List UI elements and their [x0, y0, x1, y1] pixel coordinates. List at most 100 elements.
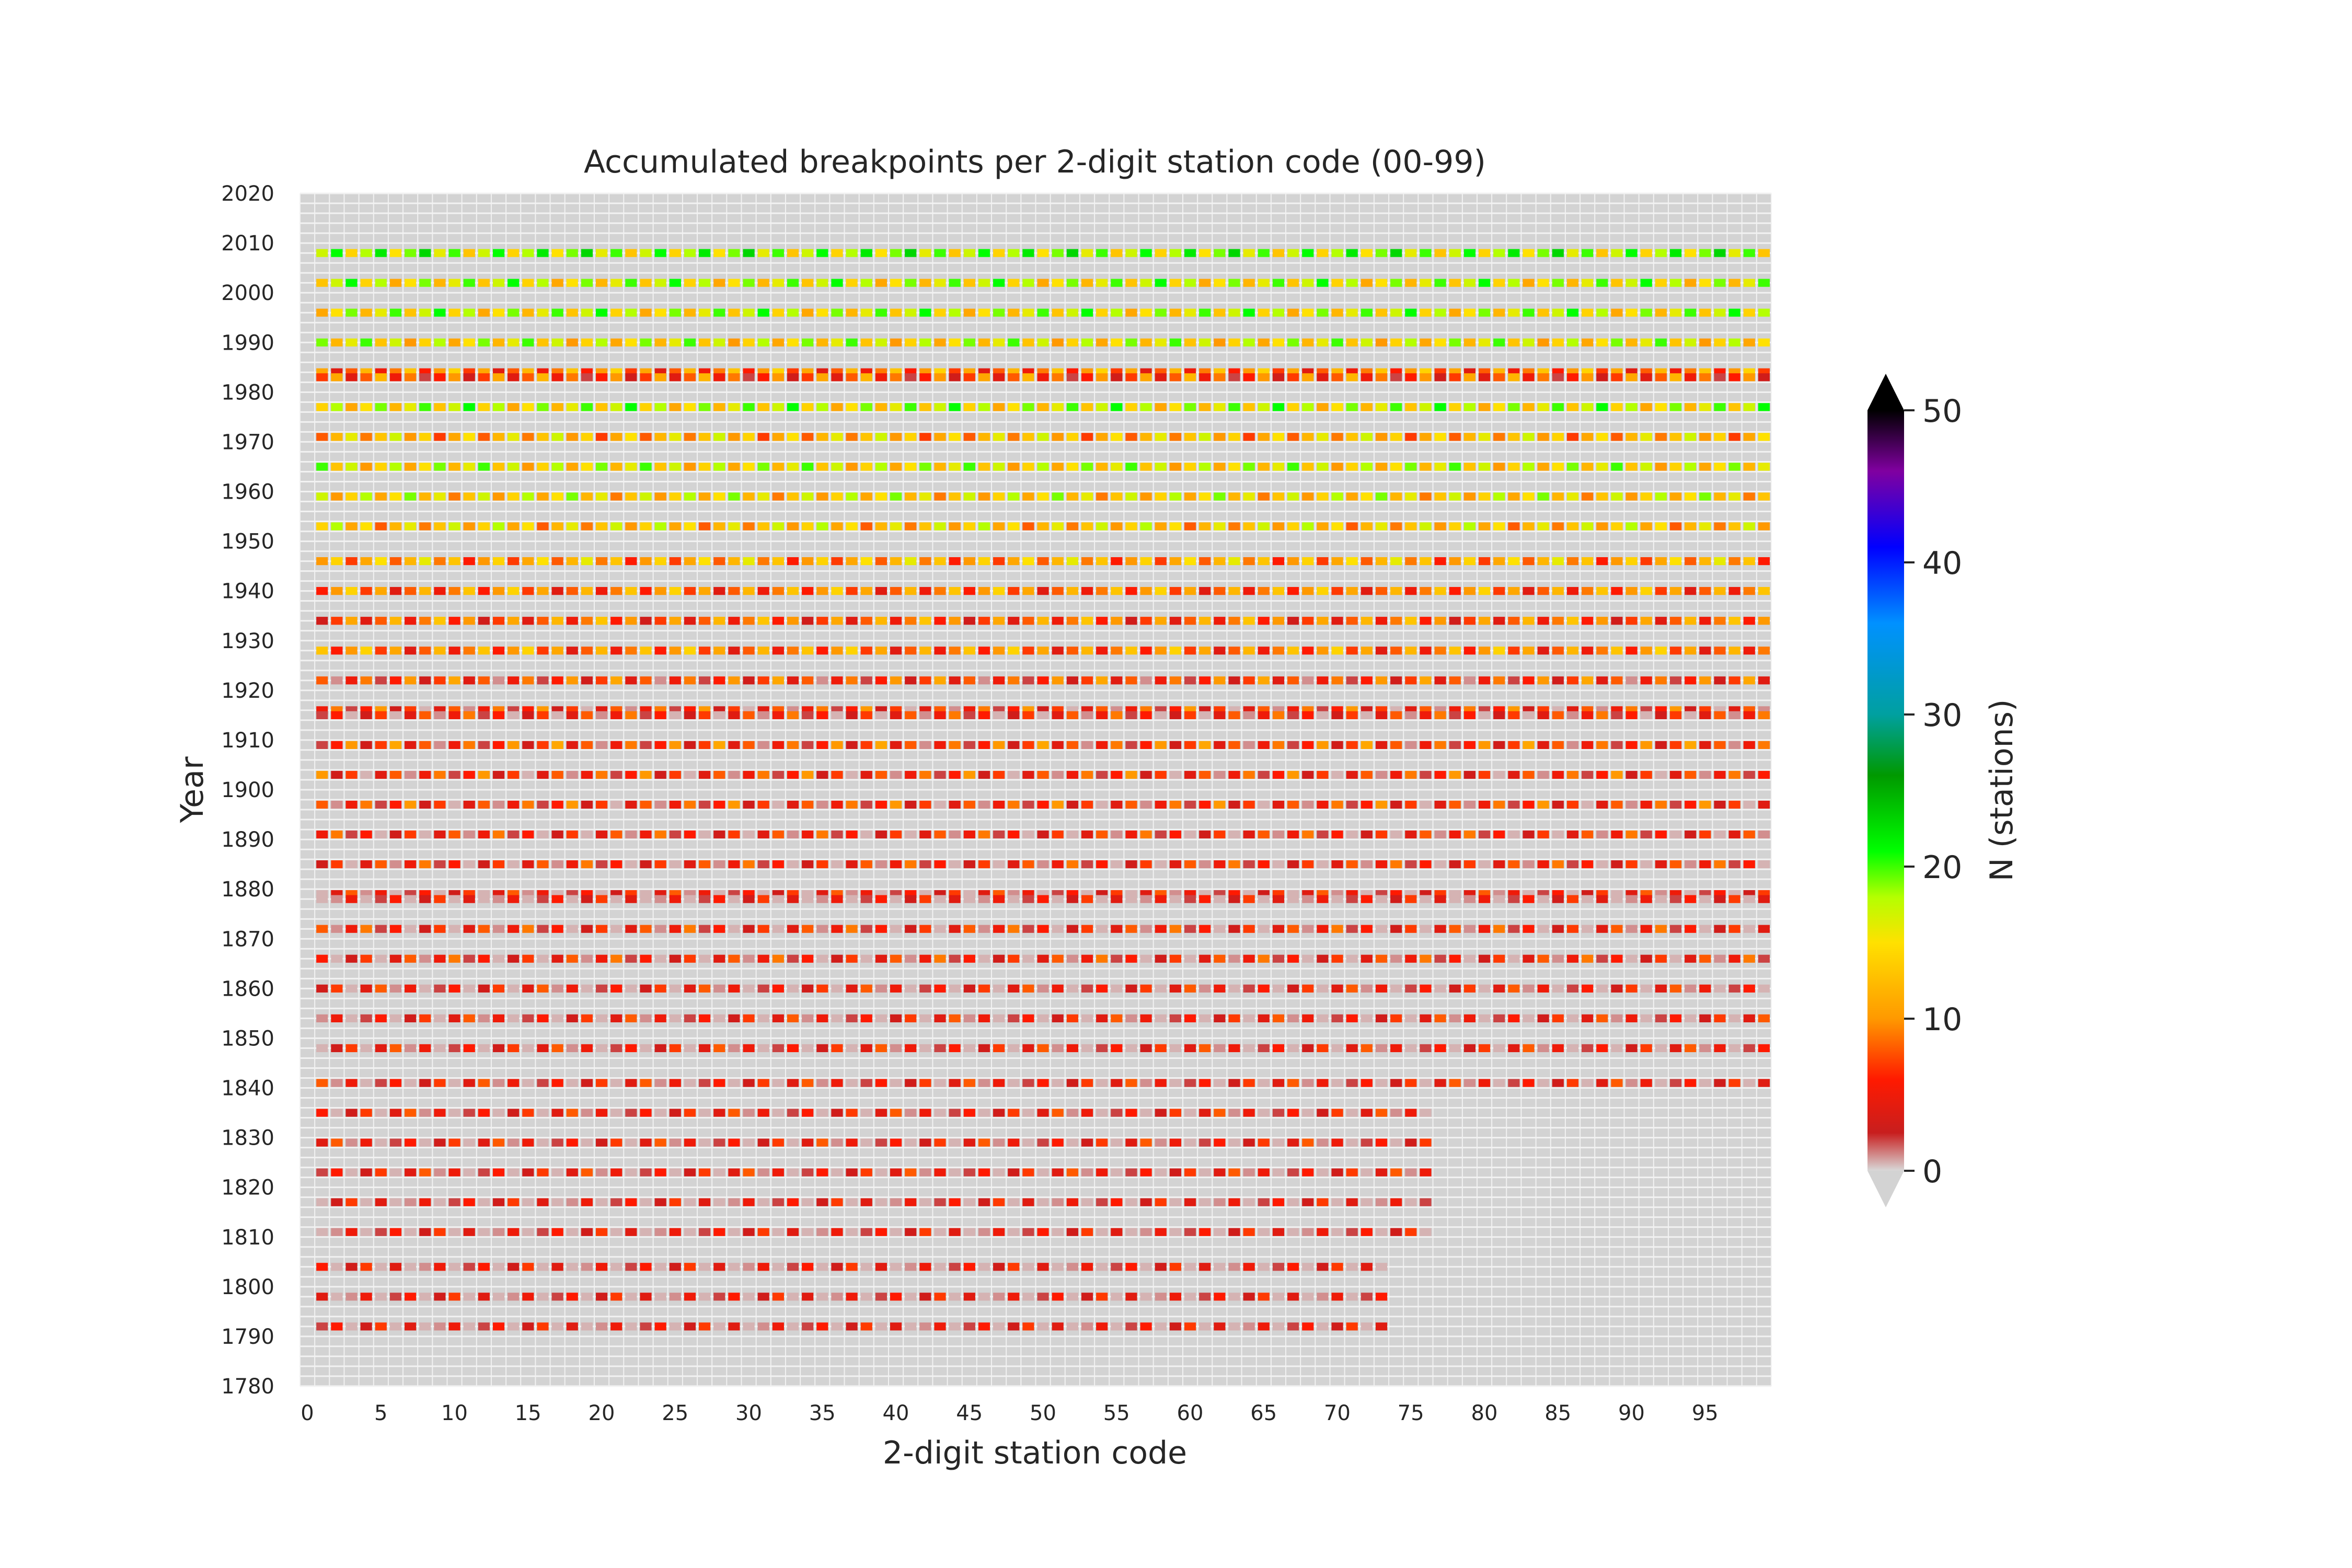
heatmap-cell	[1685, 984, 1697, 993]
heatmap-cell	[419, 1322, 431, 1331]
heatmap-cell	[1728, 1044, 1740, 1053]
heatmap-cell	[331, 770, 343, 779]
heatmap-cell	[1655, 279, 1667, 287]
heatmap-cell	[1390, 711, 1402, 719]
heatmap-cell	[802, 1198, 814, 1206]
heatmap-cell	[463, 925, 475, 933]
heatmap-cell	[1420, 1168, 1432, 1177]
heatmap-cell	[772, 954, 784, 963]
heatmap-cell	[331, 830, 343, 839]
heatmap-cell	[993, 1228, 1005, 1236]
heatmap-cell	[1566, 338, 1579, 347]
heatmap-cell	[1037, 1263, 1049, 1271]
heatmap-cell	[360, 954, 372, 963]
heatmap-cell	[1611, 954, 1623, 963]
heatmap-cell	[1743, 403, 1755, 411]
heatmap-cell	[713, 1138, 725, 1147]
heatmap-cell	[860, 741, 872, 750]
heatmap-cell	[1685, 954, 1697, 963]
heatmap-cell	[1743, 895, 1755, 903]
heatmap-cell	[1552, 860, 1564, 869]
heatmap-cell	[1420, 557, 1432, 566]
heatmap-cell	[610, 1228, 622, 1236]
heatmap-cell	[405, 1263, 417, 1271]
heatmap-cell	[934, 1079, 946, 1087]
heatmap-cell	[1596, 338, 1608, 347]
heatmap-cell	[1611, 373, 1623, 382]
heatmap-cell	[1037, 463, 1049, 471]
heatmap-cell	[1081, 1293, 1093, 1301]
heatmap-cell	[492, 492, 505, 501]
heatmap-cell	[1508, 647, 1520, 655]
heatmap-cell	[1155, 860, 1167, 869]
heatmap-cell	[669, 711, 681, 719]
heatmap-cell	[316, 557, 328, 566]
heatmap-cell	[1346, 741, 1358, 750]
heatmap-cell	[522, 373, 534, 382]
heatmap-cell	[772, 1138, 784, 1147]
heatmap-cell	[508, 1322, 520, 1331]
heatmap-cell	[596, 925, 608, 933]
heatmap-cell	[405, 403, 417, 411]
heatmap-cell	[375, 676, 387, 685]
heatmap-cell	[1258, 711, 1270, 719]
heatmap-cell	[640, 1168, 652, 1177]
heatmap-cell	[551, 463, 563, 471]
heatmap-cell	[669, 249, 681, 257]
heatmap-cell	[1258, 925, 1270, 933]
heatmap-cell	[802, 279, 814, 287]
heatmap-cell	[1508, 433, 1520, 441]
heatmap-cell	[1375, 249, 1388, 257]
heatmap-cell	[949, 770, 961, 779]
heatmap-cell	[1523, 338, 1535, 347]
heatmap-cell	[1361, 1263, 1373, 1271]
heatmap-cell	[919, 279, 931, 287]
heatmap-cell	[1125, 1198, 1137, 1206]
heatmap-cell	[316, 463, 328, 471]
heatmap-cell	[772, 647, 784, 655]
heatmap-cell	[1375, 463, 1388, 471]
heatmap-cell	[1111, 1322, 1123, 1331]
heatmap-cell	[1184, 492, 1196, 501]
heatmap-cell	[1508, 800, 1520, 809]
heatmap-cell	[684, 1293, 696, 1301]
heatmap-cell	[1243, 1079, 1255, 1087]
heatmap-cell	[1361, 1109, 1373, 1117]
heatmap-cell	[1096, 1293, 1108, 1301]
heatmap-cell	[963, 984, 975, 993]
heatmap-cell	[905, 338, 917, 347]
heatmap-cell	[522, 492, 534, 501]
heatmap-cell	[1655, 741, 1667, 750]
heatmap-cell	[375, 308, 387, 317]
heatmap-cell	[743, 308, 755, 317]
heatmap-cell	[375, 1168, 387, 1177]
heatmap-cell	[757, 1109, 769, 1117]
heatmap-cell	[846, 587, 858, 595]
heatmap-cell	[1434, 249, 1446, 257]
heatmap-cell	[1140, 1228, 1152, 1236]
heatmap-cell	[993, 1198, 1005, 1206]
heatmap-cell	[846, 403, 858, 411]
heatmap-cell	[1375, 433, 1388, 441]
heatmap-cell	[537, 741, 549, 750]
heatmap-cell	[492, 587, 505, 595]
heatmap-cell	[492, 1228, 505, 1236]
heatmap-cell	[963, 557, 975, 566]
heatmap-cell	[728, 1228, 740, 1236]
heatmap-cell	[816, 1168, 828, 1177]
heatmap-cell	[1214, 249, 1226, 257]
heatmap-cell	[1434, 676, 1446, 685]
heatmap-cell	[375, 1228, 387, 1236]
heatmap-cell	[1449, 587, 1461, 595]
heatmap-cell	[537, 1263, 549, 1271]
heatmap-cell	[1523, 925, 1535, 933]
heatmap-cell	[1037, 711, 1049, 719]
heatmap-cell	[743, 895, 755, 903]
heatmap-cell	[1111, 522, 1123, 531]
heatmap-cell	[419, 895, 431, 903]
heatmap-cell	[375, 925, 387, 933]
heatmap-cell	[1287, 463, 1299, 471]
heatmap-cell	[1714, 830, 1726, 839]
heatmap-cell	[1758, 800, 1770, 809]
heatmap-cell	[1625, 338, 1638, 347]
